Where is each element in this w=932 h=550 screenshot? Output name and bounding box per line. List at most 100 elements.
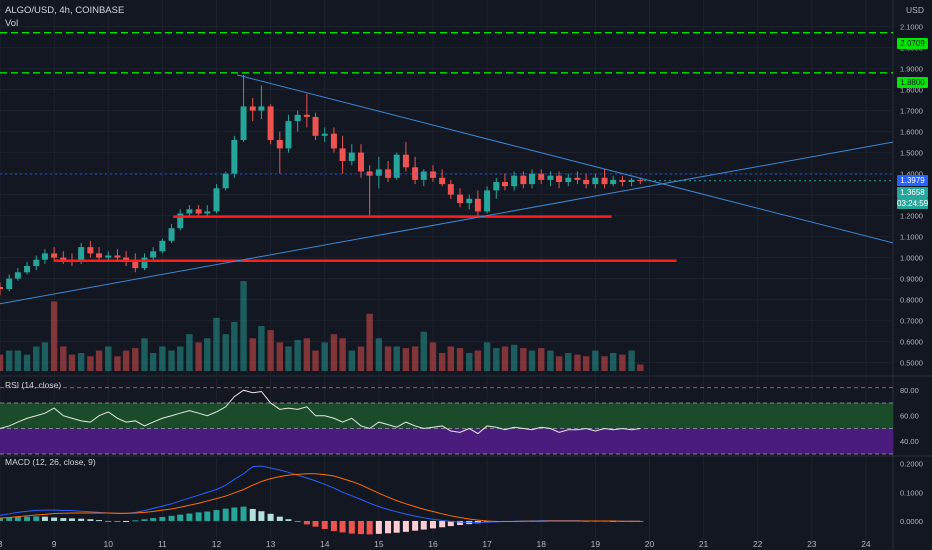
volume-label[interactable]: Vol xyxy=(5,18,19,29)
candle-body[interactable] xyxy=(195,209,202,214)
price-tick-label: 1.2000 xyxy=(900,212,923,221)
candle-body[interactable] xyxy=(33,259,40,266)
candle-body[interactable] xyxy=(402,154,409,168)
volume-bar xyxy=(50,301,58,371)
candle-body[interactable] xyxy=(60,257,67,260)
candle-body[interactable] xyxy=(14,272,21,279)
candle-body[interactable] xyxy=(375,169,382,176)
candle-body[interactable] xyxy=(592,177,599,185)
candle-body[interactable] xyxy=(457,194,464,203)
candle-body[interactable] xyxy=(0,287,3,290)
volume-bar xyxy=(6,350,13,371)
candle-body[interactable] xyxy=(204,211,211,214)
candle-body[interactable] xyxy=(420,171,427,180)
price-tick-label: 1.1000 xyxy=(900,233,923,242)
x-tick-label: 17 xyxy=(482,539,492,549)
candle-body[interactable] xyxy=(51,253,58,258)
candle-body[interactable] xyxy=(474,198,481,212)
symbol-title[interactable]: ALGO/USD, 4h, COINBASE xyxy=(5,5,125,16)
trendline[interactable] xyxy=(236,74,894,244)
candle-body[interactable] xyxy=(141,257,148,269)
candle-body[interactable] xyxy=(312,116,319,136)
candle-body[interactable] xyxy=(393,154,400,178)
candle-body[interactable] xyxy=(87,247,94,254)
volume-bar xyxy=(141,338,148,371)
candle-body[interactable] xyxy=(385,169,392,178)
volume-bar xyxy=(87,356,94,371)
volume-bar xyxy=(447,346,455,371)
macd-histogram-bar xyxy=(258,511,265,521)
signal-line[interactable] xyxy=(0,473,641,523)
candle-body[interactable] xyxy=(303,114,310,117)
candle-body[interactable] xyxy=(529,173,536,185)
candle-body[interactable] xyxy=(357,152,364,172)
candle-body[interactable] xyxy=(150,251,157,258)
candle-body[interactable] xyxy=(249,106,256,111)
macd-histogram-bar xyxy=(14,516,21,521)
macd-histogram-bar xyxy=(195,512,202,521)
candle-body[interactable] xyxy=(565,177,572,182)
candle-body[interactable] xyxy=(637,179,644,181)
candle-body[interactable] xyxy=(339,148,346,161)
candle-body[interactable] xyxy=(168,228,175,241)
candle-body[interactable] xyxy=(177,213,184,229)
volume-bar xyxy=(601,356,608,371)
candle-body[interactable] xyxy=(186,209,193,214)
candle-body[interactable] xyxy=(619,179,626,182)
candle-body[interactable] xyxy=(41,253,48,260)
candle-body[interactable] xyxy=(222,173,229,189)
candle-body[interactable] xyxy=(501,182,508,187)
candle-body[interactable] xyxy=(6,278,13,290)
macd-histogram-bar xyxy=(375,520,382,534)
candle-body[interactable] xyxy=(213,188,220,212)
candle-body[interactable] xyxy=(447,184,454,195)
macd-histogram-bar xyxy=(150,518,157,521)
candle-body[interactable] xyxy=(114,255,121,258)
candle-body[interactable] xyxy=(267,106,274,140)
volume-bar xyxy=(33,346,40,371)
macd-indicator-label[interactable]: MACD (12, 26, close, 9) xyxy=(5,457,96,467)
candle-body[interactable] xyxy=(493,182,500,191)
rsi-line[interactable] xyxy=(0,389,641,435)
candle-body[interactable] xyxy=(330,133,337,149)
candle-body[interactable] xyxy=(285,121,292,149)
candle-body[interactable] xyxy=(366,171,373,176)
candle-body[interactable] xyxy=(105,255,112,258)
candle-body[interactable] xyxy=(583,179,590,185)
rsi-indicator-label[interactable]: RSI (14, close) xyxy=(5,380,62,390)
candle-body[interactable] xyxy=(511,175,518,187)
candle-body[interactable] xyxy=(231,140,238,174)
candle-body[interactable] xyxy=(610,179,617,185)
candle-body[interactable] xyxy=(294,114,301,122)
volume-bar xyxy=(402,348,410,371)
candle-body[interactable] xyxy=(466,198,473,203)
candle-body[interactable] xyxy=(132,261,139,269)
volume-bar xyxy=(582,356,590,371)
volume-bar xyxy=(420,331,427,371)
macd-histogram-bar xyxy=(447,520,454,527)
candle-body[interactable] xyxy=(439,177,446,185)
candle-body[interactable] xyxy=(240,106,247,140)
candle-body[interactable] xyxy=(276,140,283,149)
candle-body[interactable] xyxy=(556,175,563,182)
candle-body[interactable] xyxy=(96,253,103,258)
candle-body[interactable] xyxy=(258,106,265,111)
candle-body[interactable] xyxy=(24,266,31,273)
candle-body[interactable] xyxy=(78,247,85,262)
candle-body[interactable] xyxy=(574,177,581,180)
candle-body[interactable] xyxy=(484,190,491,212)
volume-bar xyxy=(122,350,130,371)
candle-body[interactable] xyxy=(601,177,608,185)
candle-body[interactable] xyxy=(628,179,635,182)
candle-body[interactable] xyxy=(538,173,545,180)
macd-histogram-bar xyxy=(330,520,337,531)
rsi-tick-label: 60.00 xyxy=(900,412,919,421)
trendline[interactable] xyxy=(0,141,894,305)
candle-body[interactable] xyxy=(520,175,527,185)
candle-body[interactable] xyxy=(321,133,328,136)
candle-body[interactable] xyxy=(159,240,166,252)
candle-body[interactable] xyxy=(429,171,436,178)
candle-body[interactable] xyxy=(348,152,355,161)
candle-body[interactable] xyxy=(547,175,554,180)
